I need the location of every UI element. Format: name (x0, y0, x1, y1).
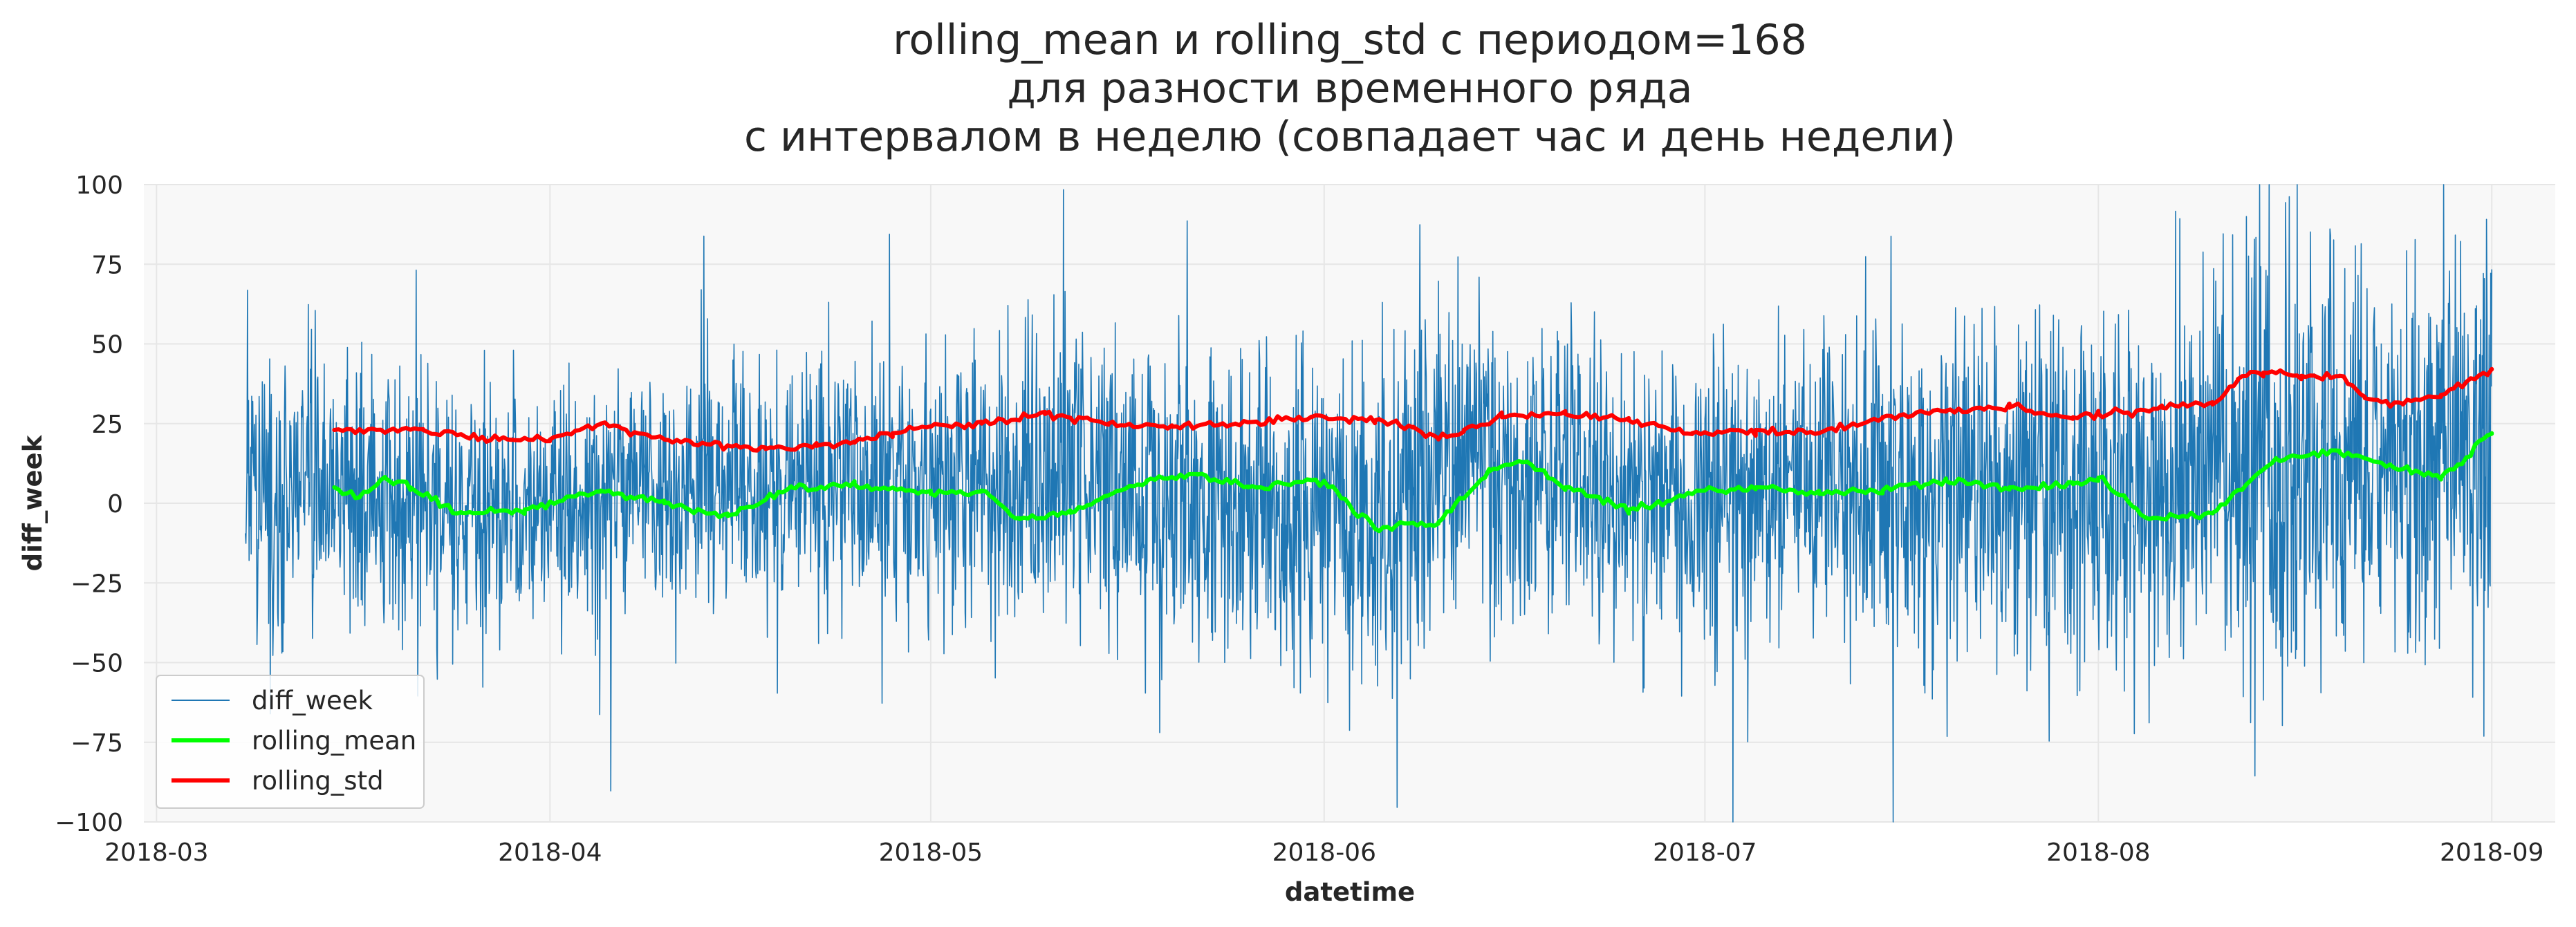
series-diff_week (245, 184, 2492, 823)
tick-labels: −100 −75 −50 −25 0 25 50 75 100 2018-03 2018-04 201… (55, 171, 2543, 867)
y-axis-label: diff_week (18, 434, 48, 571)
y-tick-label: 100 (75, 171, 123, 200)
x-tick-label: 2018-09 (2440, 839, 2543, 867)
chart-title: rolling_mean и rolling_std с периодом=16… (744, 16, 1956, 161)
series-rolling_mean (332, 431, 2494, 534)
legend-entries: diff_week rolling_mean rolling_std (172, 686, 416, 796)
x-tick-label: 2018-05 (879, 839, 983, 867)
y-tick-label: −100 (55, 809, 123, 837)
y-tick-label: −25 (71, 570, 123, 598)
x-axis-label: datetime (1285, 877, 1415, 907)
legend-box (156, 675, 425, 809)
y-tick-label: 25 (91, 411, 123, 439)
legend-label-diff_week: diff_week (252, 686, 373, 715)
x-tick-label: 2018-06 (1272, 839, 1376, 867)
y-tick-label: −75 (71, 729, 123, 758)
series-layer (245, 184, 2494, 823)
x-tick-label: 2018-08 (2046, 839, 2150, 867)
title-line-1: rolling_mean и rolling_std с периодом=16… (893, 16, 1807, 64)
legend-label-rolling_std: rolling_std (252, 766, 384, 796)
y-tick-label: 75 (91, 251, 123, 279)
series-rolling_std (332, 366, 2494, 453)
y-tick-label: 50 (91, 331, 123, 359)
title-line-2: для разности временного ряда (1007, 64, 1692, 113)
x-tick-label: 2018-03 (104, 839, 208, 867)
y-tick-label: 0 (107, 490, 123, 518)
title-line-3: с интервалом в неделю (совпадает час и д… (744, 113, 1956, 161)
x-tick-label: 2018-04 (498, 839, 602, 867)
legend-label-rolling_mean: rolling_mean (252, 726, 416, 756)
legend: diff_week rolling_mean rolling_std (156, 675, 425, 809)
x-tick-label: 2018-07 (1653, 839, 1757, 867)
y-tick-label: −50 (71, 650, 123, 678)
